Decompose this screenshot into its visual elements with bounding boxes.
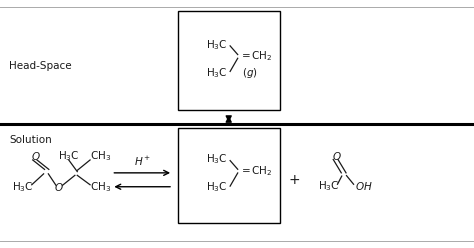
Text: $\mathregular{H_3C}$: $\mathregular{H_3C}$ <box>318 179 339 193</box>
Text: $\mathregular{H_3C}$: $\mathregular{H_3C}$ <box>206 66 228 80</box>
Text: $H^+$: $H^+$ <box>134 155 151 168</box>
Text: $O$: $O$ <box>31 150 40 162</box>
Text: $(g)$: $(g)$ <box>242 66 258 80</box>
Bar <box>178 128 280 223</box>
Text: $OH$: $OH$ <box>355 180 372 192</box>
Text: $\mathregular{H_3C}$: $\mathregular{H_3C}$ <box>12 180 34 194</box>
Text: $\mathregular{H_3C}$: $\mathregular{H_3C}$ <box>206 181 228 194</box>
Text: $\mathregular{CH_3}$: $\mathregular{CH_3}$ <box>90 149 111 163</box>
Text: $O$: $O$ <box>55 181 64 193</box>
Text: $\mathregular{H_3C}$: $\mathregular{H_3C}$ <box>206 38 228 52</box>
Text: Head-Space: Head-Space <box>9 61 72 71</box>
Bar <box>178 11 280 110</box>
Text: $O$: $O$ <box>332 150 341 162</box>
Text: $\mathregular{=CH_2}$: $\mathregular{=CH_2}$ <box>239 164 273 178</box>
Text: $+$: $+$ <box>288 173 300 187</box>
Text: $\mathregular{H_3C}$: $\mathregular{H_3C}$ <box>58 149 80 163</box>
Text: $\mathregular{=CH_2}$: $\mathregular{=CH_2}$ <box>239 49 273 63</box>
Text: $\mathregular{H_3C}$: $\mathregular{H_3C}$ <box>206 153 228 166</box>
Text: $\mathregular{CH_3}$: $\mathregular{CH_3}$ <box>90 180 111 194</box>
Text: Solution: Solution <box>9 135 52 145</box>
